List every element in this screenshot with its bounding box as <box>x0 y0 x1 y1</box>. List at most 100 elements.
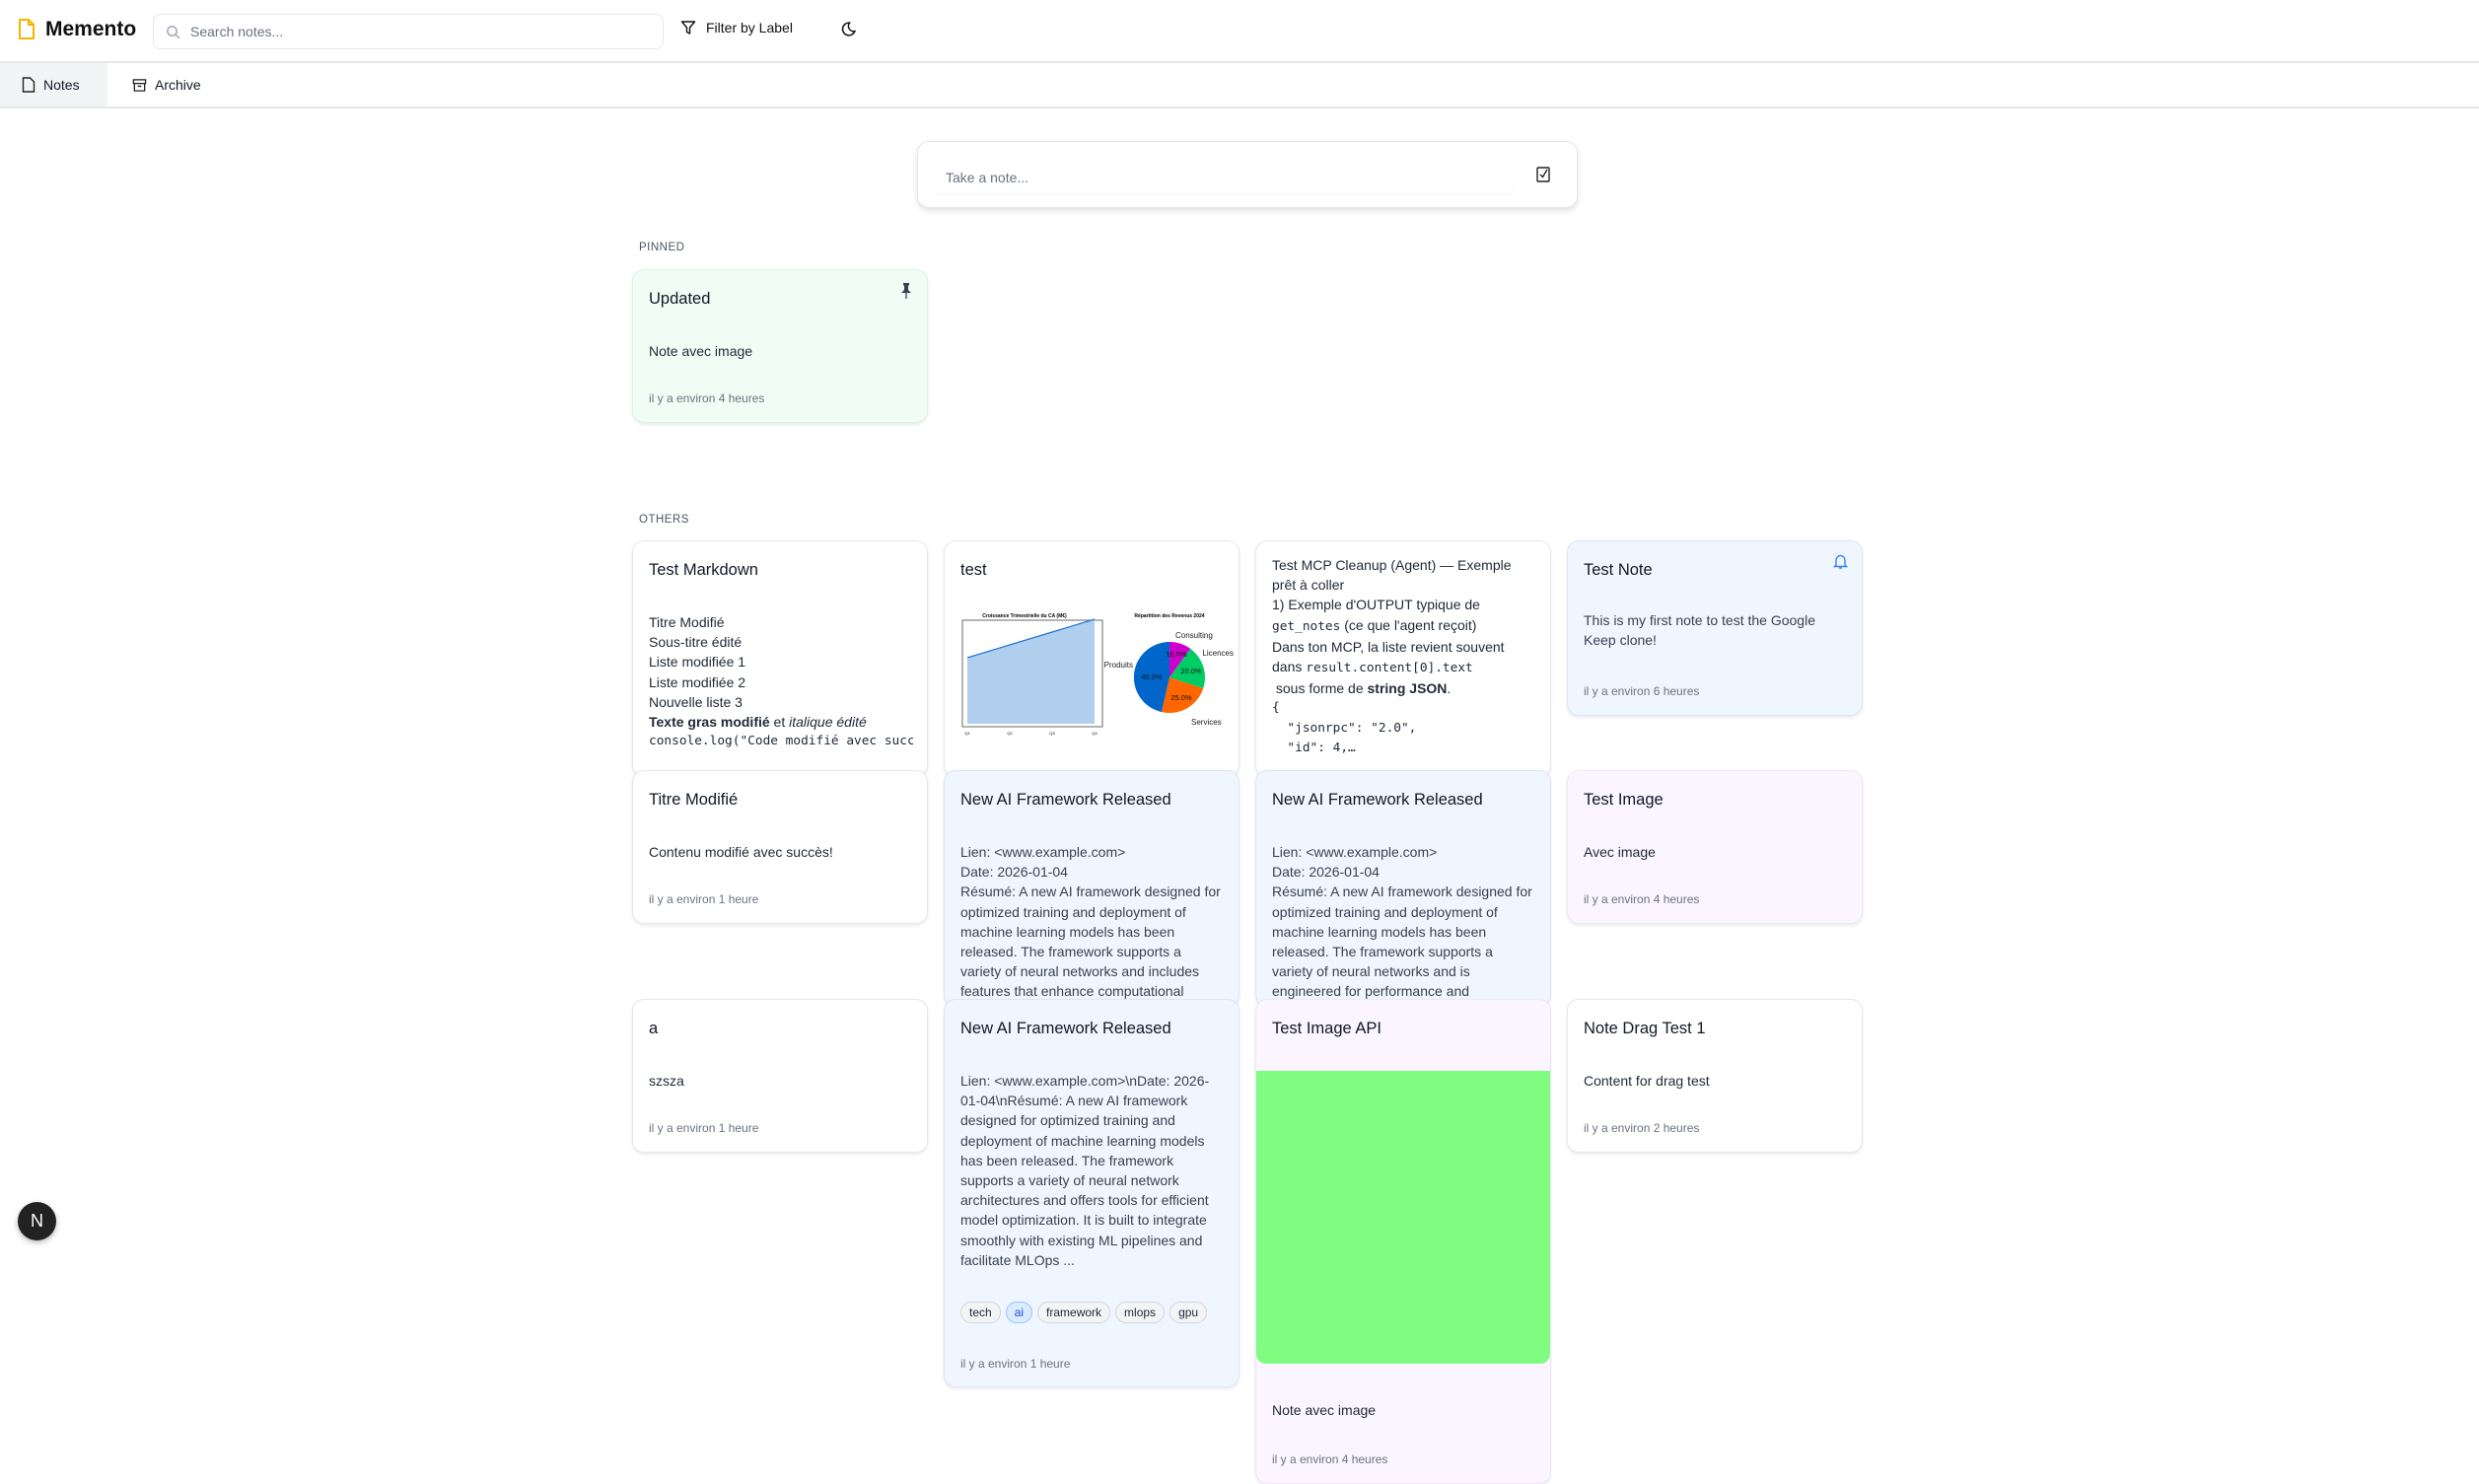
note-timestamp: il y a environ 2 heures <box>1584 1121 1700 1135</box>
note-card-test-image[interactable]: Test Image Avec image il y a environ 4 h… <box>1567 770 1863 924</box>
bell-icon[interactable] <box>1833 553 1848 570</box>
note-title: Test Note <box>1584 561 1653 579</box>
note-title: New AI Framework Released <box>960 791 1171 809</box>
pie-slice-licences <box>1169 648 1205 689</box>
filter-by-label-button[interactable]: Filter by Label <box>680 20 793 35</box>
code-line: "jsonrpc": "2.0", <box>1272 720 1417 736</box>
body-text: Dans ton MCP, la liste revient souvent d… <box>1272 638 1505 675</box>
label-chip-framework[interactable]: framework <box>1037 1302 1111 1323</box>
image-tick: Q4 <box>1092 731 1098 736</box>
new-checklist-button[interactable] <box>1536 166 1551 187</box>
note-body: Test MCP Cleanup (Agent) — Exemple prêt … <box>1272 555 1536 758</box>
app-logo[interactable]: Memento <box>18 18 136 41</box>
body-line: Titre Modifié <box>649 614 725 630</box>
tab-archive[interactable]: Archive <box>110 63 223 106</box>
note-card-updated[interactable]: Updated Note avec image il y a environ 4… <box>632 269 928 423</box>
image-pie-pct: 10.0% <box>1166 650 1187 659</box>
app-title: Memento <box>45 18 137 40</box>
note-title: Test Markdown <box>649 561 758 579</box>
note-card-test[interactable]: test Croissance Trimestrielle du CA (M€)… <box>944 540 1240 777</box>
note-timestamp: il y a environ 1 heure <box>960 1357 1071 1371</box>
archive-icon <box>132 78 147 92</box>
note-title: Titre Modifié <box>649 791 739 809</box>
note-title: Note Drag Test 1 <box>1584 1020 1706 1037</box>
note-body: This is my first note to test the Google… <box>1584 612 1815 649</box>
search-box[interactable] <box>153 14 664 49</box>
note-card-new-ai-framework[interactable]: New AI Framework Released Lien: <www.exa… <box>944 770 1240 1007</box>
note-body: Note avec image <box>1272 1402 1377 1418</box>
body-text: (ce que l'agent reçoit) <box>1340 616 1477 633</box>
body-text: sous forme de <box>1272 680 1368 697</box>
tab-notes[interactable]: Notes <box>0 63 107 106</box>
note-card-mcp-cleanup[interactable]: Test MCP Cleanup (Agent) — Exemple prêt … <box>1255 540 1551 777</box>
note-icon <box>22 77 35 93</box>
note-card-new-ai-framework[interactable]: New AI Framework Released Lien: <www.exa… <box>944 999 1240 1387</box>
note-body: Contenu modifié avec succès! <box>649 844 833 860</box>
pinned-section-label: PINNED <box>639 242 685 253</box>
image-pie-label: Licences <box>1202 649 1234 658</box>
note-file-icon <box>19 19 35 39</box>
image-tick: Q1 <box>964 731 970 736</box>
search-input[interactable] <box>190 24 624 39</box>
note-title: Updated <box>649 290 711 308</box>
image-chart-title: Croissance Trimestrielle du CA (M€) <box>982 613 1067 619</box>
note-card-test-image-api[interactable]: Test Image API Note avec image il y a en… <box>1255 999 1551 1484</box>
note-card-test-note[interactable]: Test Note This is my first note to test … <box>1567 540 1863 716</box>
label-chip-ai[interactable]: ai <box>1005 1302 1033 1323</box>
pie-slice-services <box>1161 677 1204 714</box>
code-line: { <box>1272 700 1280 716</box>
body-text: 1) Exemple d'OUTPUT typique de <box>1272 597 1480 613</box>
image-tick: Q3 <box>1049 731 1055 736</box>
bold-text: string JSON <box>1367 680 1448 697</box>
note-timestamp: il y a environ 4 heures <box>649 391 765 405</box>
note-title: Test Image API <box>1272 1020 1381 1037</box>
top-header: Memento Filter by Label <box>0 0 2479 63</box>
image-chart-line <box>966 618 1096 659</box>
pin-icon[interactable] <box>899 282 913 300</box>
image-pie-label: Consulting <box>1175 631 1213 640</box>
checkbox-icon <box>1536 167 1550 182</box>
image-pie-title: Répartition des Revenus 2024 <box>1134 613 1204 619</box>
inline-code: get_notes <box>1272 618 1341 634</box>
label-chip-gpu[interactable]: gpu <box>1169 1302 1208 1323</box>
note-body: Content for drag test <box>1584 1073 1710 1089</box>
italic-text: italique édité <box>789 714 867 731</box>
note-timestamp: il y a environ 6 heures <box>1584 684 1700 698</box>
note-timestamp: il y a environ 1 heure <box>649 892 759 906</box>
note-image <box>1256 1071 1550 1364</box>
theme-toggle-button[interactable] <box>840 21 857 42</box>
take-note-input[interactable] <box>934 162 1514 193</box>
note-card-titre-modifie[interactable]: Titre Modifié Contenu modifié avec succè… <box>632 770 928 924</box>
body-line: Liste modifiée 1 <box>649 654 746 671</box>
note-card-test-markdown[interactable]: Test Markdown Titre Modifié Sous-titre é… <box>632 540 928 777</box>
note-body: Lien: <www.example.com> Date: 2026-01-04… <box>960 844 1221 1000</box>
others-section-label: OTHERS <box>639 514 689 526</box>
label-chip-tech[interactable]: tech <box>960 1302 1001 1323</box>
note-card-new-ai-framework[interactable]: New AI Framework Released Lien: <www.exa… <box>1255 770 1551 1007</box>
note-card-drag-test[interactable]: Note Drag Test 1 Content for drag test i… <box>1567 999 1863 1153</box>
note-timestamp: il y a environ 4 heures <box>1272 1452 1388 1466</box>
body-line: Liste modifiée 2 <box>649 673 746 690</box>
note-body: Lien: <www.example.com>\nDate: 2026-01-0… <box>960 1073 1210 1268</box>
image-pie-label: Produits <box>1104 661 1133 670</box>
label-chip-mlops[interactable]: mlops <box>1115 1302 1166 1323</box>
nextjs-dev-button[interactable]: N <box>18 1202 56 1240</box>
image-pie-pct: 45.0% <box>1141 672 1163 681</box>
filter-icon <box>680 21 696 35</box>
moon-icon <box>841 22 857 36</box>
pie-slice-produits <box>1133 641 1169 713</box>
label-list: tech ai framework mlops gpu <box>960 1302 1208 1323</box>
note-card-a[interactable]: a szsza il y a environ 1 heure <box>632 999 928 1153</box>
pie-slice-consulting <box>1169 642 1191 677</box>
body-text: . <box>1447 680 1452 697</box>
code-line: "id": 4,… <box>1272 740 1356 755</box>
bold-text: Texte gras modifié <box>649 714 770 731</box>
note-body: Lien: <www.example.com> Date: 2026-01-04… <box>1272 844 1532 1000</box>
tab-label: Notes <box>43 77 80 93</box>
note-title: Test Image <box>1584 791 1664 809</box>
search-icon <box>167 25 180 39</box>
image-tick: Q2 <box>1007 731 1013 736</box>
image-chart-area <box>967 619 1095 724</box>
body-line: Test MCP Cleanup (Agent) — Exemple prêt … <box>1272 557 1512 594</box>
image-pie-label: Services <box>1191 718 1222 727</box>
